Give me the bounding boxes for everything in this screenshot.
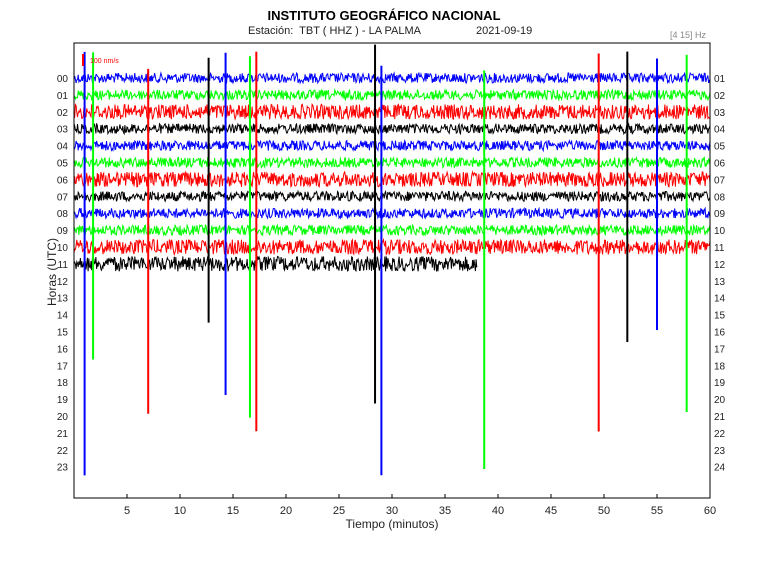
frequency-band-label: [4 15] Hz	[670, 30, 707, 40]
right-hour-label: 09	[714, 209, 726, 220]
x-tick-label: 25	[333, 505, 345, 517]
left-hour-label: 15	[57, 328, 69, 339]
left-hour-label: 22	[57, 446, 69, 457]
station-label: Estación: TBT ( HHZ ) - LA PALMA	[248, 25, 421, 37]
event-spike-layer	[83, 44, 688, 476]
right-hour-label: 14	[714, 294, 726, 305]
left-hour-label: 16	[57, 344, 69, 355]
chart-title: INSTITUTO GEOGRÁFICO NACIONAL	[267, 8, 501, 23]
left-hour-label: 02	[57, 108, 69, 119]
right-hour-label: 11	[714, 243, 725, 254]
left-hour-label: 23	[57, 463, 69, 474]
right-hour-label: 12	[714, 260, 726, 271]
x-axis-ticks: 5 10 15 20 25 30 35 40 45 50 55 60	[124, 494, 716, 517]
right-hour-label: 05	[714, 142, 726, 153]
right-hour-label: 03	[714, 108, 726, 119]
left-hour-label: 19	[57, 395, 69, 406]
x-tick-label: 35	[439, 505, 451, 517]
left-hour-label: 21	[57, 429, 69, 440]
x-tick-label: 10	[174, 505, 186, 517]
right-hour-label: 13	[714, 277, 726, 288]
left-hour-label: 12	[57, 277, 69, 288]
x-tick-label: 15	[227, 505, 239, 517]
x-tick-label: 30	[386, 505, 398, 517]
hour-trace-02	[73, 103, 711, 121]
x-tick-label: 40	[492, 505, 504, 517]
left-hour-label: 17	[57, 361, 69, 372]
left-hour-label: 05	[57, 159, 69, 170]
left-hour-label: 00	[57, 74, 69, 85]
hour-trace-00	[73, 71, 711, 85]
right-hour-label: 08	[714, 192, 726, 203]
right-hour-label: 16	[714, 328, 726, 339]
hour-trace-07	[73, 189, 711, 203]
x-tick-label: 60	[704, 505, 716, 517]
right-hour-label: 21	[714, 412, 726, 423]
hour-trace-10	[73, 237, 711, 257]
right-hour-label: 06	[714, 159, 726, 170]
left-hour-label: 08	[57, 209, 69, 220]
hour-trace-11	[73, 255, 478, 273]
x-tick-label: 45	[545, 505, 557, 517]
right-hour-label: 04	[714, 125, 726, 136]
left-hour-label: 06	[57, 175, 69, 186]
hour-trace-01	[73, 88, 711, 102]
right-hour-labels: 01 02 03 04 05 06 07 08 09 10 11 12 13 14 15 16 17 18 19 20…	[714, 74, 726, 474]
right-hour-label: 24	[714, 463, 726, 474]
right-hour-label: 01	[714, 74, 726, 85]
y-axis-label: Horas (UTC)	[45, 238, 59, 306]
right-hour-label: 07	[714, 175, 726, 186]
hour-trace-06	[73, 170, 711, 189]
trace-layer	[73, 71, 711, 273]
right-hour-label: 22	[714, 429, 726, 440]
right-hour-label: 17	[714, 344, 726, 355]
date-label: 2021-09-19	[476, 25, 533, 37]
left-hour-label: 01	[57, 91, 69, 102]
right-hour-label: 23	[714, 446, 726, 457]
hour-trace-08	[73, 206, 711, 220]
left-hour-label: 09	[57, 226, 69, 237]
x-axis-label: Tiempo (minutos)	[346, 517, 439, 531]
hour-trace-03	[73, 122, 711, 136]
amplitude-scale-bar: 100 nm/s	[82, 54, 119, 66]
hour-trace-09	[73, 223, 711, 237]
left-hour-label: 18	[57, 378, 69, 389]
left-hour-label: 10	[57, 243, 69, 254]
right-hour-label: 20	[714, 395, 726, 406]
left-hour-label: 13	[57, 294, 69, 305]
x-tick-label: 55	[651, 505, 663, 517]
scale-bar-label: 100 nm/s	[90, 58, 119, 65]
x-tick-label: 5	[124, 505, 130, 517]
left-hour-label: 14	[57, 311, 69, 322]
hour-trace-05	[73, 155, 711, 170]
left-hour-labels: 00 01 02 03 04 05 06 07 08 09 10 11 12 13 14 15 16 17 18 19…	[57, 74, 69, 474]
left-hour-label: 03	[57, 125, 69, 136]
left-hour-label: 11	[58, 260, 69, 271]
left-hour-label: 07	[57, 192, 69, 203]
right-hour-label: 19	[714, 378, 726, 389]
left-hour-label: 04	[57, 142, 69, 153]
left-hour-label: 20	[57, 412, 69, 423]
right-hour-label: 15	[714, 311, 726, 322]
x-tick-label: 50	[598, 505, 610, 517]
right-hour-label: 10	[714, 226, 726, 237]
x-tick-label: 20	[280, 505, 292, 517]
right-hour-label: 02	[714, 91, 726, 102]
right-hour-label: 18	[714, 361, 726, 372]
hour-trace-04	[73, 138, 711, 153]
